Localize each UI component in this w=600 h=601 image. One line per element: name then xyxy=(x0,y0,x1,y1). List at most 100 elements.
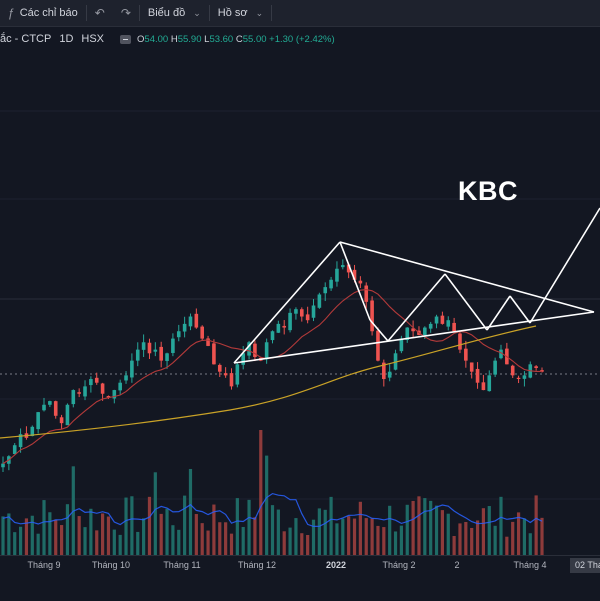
redo-button[interactable]: ↷ xyxy=(113,0,139,26)
chevron-down-icon: ⌄ xyxy=(255,7,264,18)
volume-bar xyxy=(347,516,351,555)
candle-body xyxy=(469,362,474,372)
volume-bar xyxy=(171,525,175,555)
candle-body xyxy=(352,269,357,280)
candle-body xyxy=(36,412,40,430)
volume-bar xyxy=(118,534,122,555)
volume-bar xyxy=(470,527,474,555)
candle-body xyxy=(341,265,345,268)
candle-body xyxy=(364,285,369,302)
volume-bar xyxy=(288,527,292,555)
volume-bar xyxy=(511,521,515,555)
toolbar-divider xyxy=(271,5,273,21)
candle-body xyxy=(440,315,445,324)
candle-body xyxy=(405,327,410,341)
open-value: 54.00 xyxy=(144,33,169,45)
ma-slow-line xyxy=(0,325,537,439)
time-axis[interactable]: Tháng 9 Tháng 10 Tháng 11 Tháng 12 2022 … xyxy=(0,555,600,601)
moving-averages xyxy=(0,289,542,465)
candle-body xyxy=(247,342,251,356)
candle-body xyxy=(276,323,281,333)
x-tick: 2022 xyxy=(325,560,347,570)
candle-body xyxy=(18,434,23,448)
candle-body xyxy=(487,375,492,392)
candle-body xyxy=(522,375,527,379)
volume-bar xyxy=(30,515,34,555)
volume-bar xyxy=(522,518,527,555)
x-tick: Tháng 4 xyxy=(513,560,547,570)
candle-body xyxy=(59,417,64,424)
volume-ma-line xyxy=(2,492,543,528)
price-chart[interactable] xyxy=(0,48,600,555)
candle-body xyxy=(124,375,128,381)
undo-button[interactable]: ↶ xyxy=(87,0,113,26)
candle-body xyxy=(387,371,392,378)
candle-body xyxy=(130,360,134,378)
profile-menu-button[interactable]: Hồ sơ ⌄ xyxy=(210,0,271,26)
candle-body xyxy=(428,323,433,329)
candle-body xyxy=(176,331,181,338)
candle-body xyxy=(323,287,328,294)
candle-body xyxy=(452,322,456,332)
volume-bar xyxy=(247,499,251,555)
volume-bar xyxy=(393,531,398,555)
volume-bar xyxy=(376,525,380,555)
interval-label[interactable]: 1D xyxy=(59,33,74,45)
volume-bar xyxy=(276,509,280,555)
candle-body xyxy=(1,463,5,468)
x-tick: 2 xyxy=(454,560,460,570)
candle-body xyxy=(434,316,439,324)
candle-body xyxy=(100,383,105,394)
volume-bar xyxy=(212,504,216,555)
candle-body xyxy=(475,368,480,383)
candle-body xyxy=(89,379,93,386)
volume-bar xyxy=(1,516,5,555)
indicators-button[interactable]: ƒ Các chỉ báo xyxy=(0,0,86,26)
volume-bar xyxy=(112,529,116,555)
candle-body xyxy=(317,294,322,308)
exchange-label: HSX xyxy=(81,33,105,45)
candle-body xyxy=(12,445,17,455)
volume-bar xyxy=(464,521,468,555)
volume-bar xyxy=(165,508,169,555)
trendline-drawing xyxy=(529,207,600,324)
volume-bar xyxy=(95,530,99,555)
toolbar-divider xyxy=(85,5,87,21)
volume-bar xyxy=(335,523,339,555)
volume-bar xyxy=(446,513,450,555)
candle-body xyxy=(446,320,451,327)
candle-body xyxy=(346,264,351,273)
volume-bar xyxy=(54,519,58,555)
volume-bar xyxy=(341,518,345,555)
trendline-drawing xyxy=(369,319,389,342)
trendline-drawing xyxy=(486,295,511,331)
crosshair-date-label: 02 Tháng xyxy=(570,558,600,573)
candle-body xyxy=(399,338,404,352)
volume-bar xyxy=(440,510,445,555)
candle-body xyxy=(83,386,87,397)
collapse-legend-icon[interactable] xyxy=(120,34,132,44)
candle-body xyxy=(194,313,199,328)
candle-body xyxy=(165,353,169,361)
volume-bar xyxy=(499,496,503,555)
candle-body xyxy=(305,314,310,321)
candle-body xyxy=(382,362,386,380)
volume-bar xyxy=(329,496,333,555)
volume-bar xyxy=(13,532,17,555)
volume-bar xyxy=(218,522,222,555)
volume-bar xyxy=(540,517,544,555)
candle-body xyxy=(299,309,304,317)
volume-bar xyxy=(429,500,433,555)
candle-body xyxy=(288,312,292,331)
trendline-drawing xyxy=(339,241,595,313)
volume-bar xyxy=(399,525,403,555)
volume-bar xyxy=(106,516,111,555)
candle-body xyxy=(311,305,316,318)
candle-body xyxy=(294,309,298,314)
candle-body xyxy=(458,333,462,350)
symbol-legend: ắc - CTCP 1D HSX O54.00 H55.90 L53.60 C5… xyxy=(0,31,335,47)
volume-bar xyxy=(36,533,40,555)
candle-body xyxy=(200,326,204,339)
candle-body xyxy=(112,390,117,399)
chart-menu-button[interactable]: Biểu đồ ⌄ xyxy=(140,0,209,26)
